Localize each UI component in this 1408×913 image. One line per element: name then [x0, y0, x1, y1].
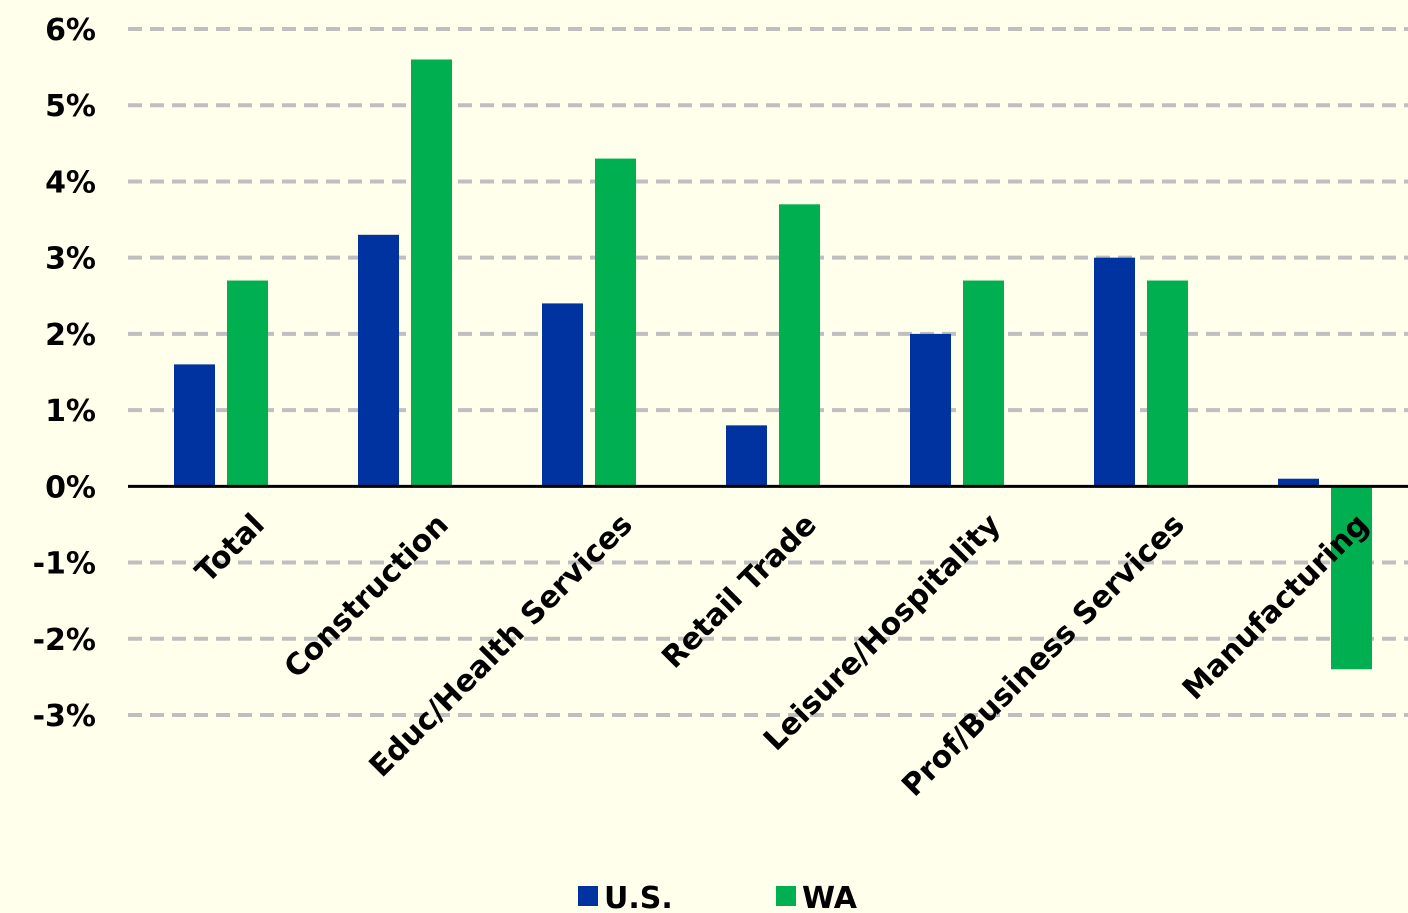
y-tick-label: 3%	[45, 242, 96, 277]
gridlines	[128, 27, 1408, 717]
y-tick-label: 4%	[45, 165, 96, 200]
y-tick-label: 1%	[45, 394, 96, 429]
bar-wa-6	[1331, 486, 1372, 670]
bar-wa-2	[595, 158, 636, 487]
y-axis-ticks: 6% 5% 4% 3% 2% 1% 0% -1% -2% -3%	[33, 13, 96, 734]
legend-swatch	[578, 886, 598, 906]
bar-wa-5	[1147, 280, 1188, 487]
y-tick-label: 5%	[45, 89, 96, 124]
legend: U.S. WA	[578, 881, 858, 913]
category-label: Construction	[278, 507, 456, 685]
category-label: Total	[189, 507, 272, 590]
bar-us-0	[174, 364, 215, 487]
bar-wa-3	[779, 204, 820, 487]
bar-wa-4	[963, 280, 1004, 487]
bar-us-5	[1094, 257, 1135, 487]
bar-us-6	[1278, 478, 1319, 487]
legend-label: U.S.	[604, 881, 673, 913]
y-tick-label: 0%	[45, 470, 96, 505]
legend-label: WA	[802, 881, 858, 913]
bars	[174, 59, 1372, 670]
y-tick-label: -3%	[33, 699, 96, 734]
bar-us-1	[358, 234, 399, 487]
bar-us-3	[726, 425, 767, 487]
y-tick-label: 2%	[45, 318, 96, 353]
y-tick-label: 6%	[45, 13, 96, 48]
bar-us-4	[910, 333, 951, 487]
bar-wa-0	[227, 280, 268, 487]
bar-us-2	[542, 303, 583, 487]
bar-wa-1	[411, 59, 452, 487]
y-tick-label: -2%	[33, 623, 96, 658]
y-tick-label: -1%	[33, 547, 96, 582]
legend-swatch	[776, 886, 796, 906]
category-label: Retail Trade	[655, 507, 823, 675]
